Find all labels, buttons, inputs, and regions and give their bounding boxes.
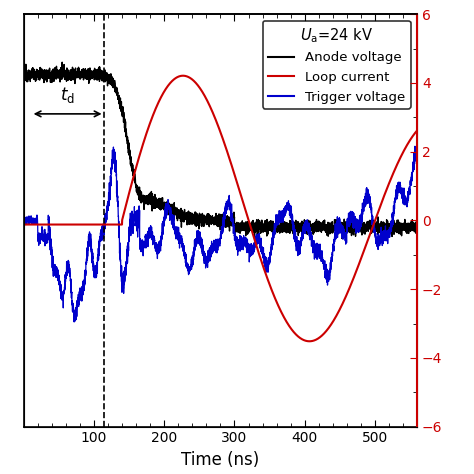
- Text: $t_\mathrm{d}$: $t_\mathrm{d}$: [60, 85, 75, 105]
- Legend: Anode voltage, Loop current, Trigger voltage: Anode voltage, Loop current, Trigger vol…: [263, 21, 410, 109]
- X-axis label: Time (ns): Time (ns): [181, 451, 260, 469]
